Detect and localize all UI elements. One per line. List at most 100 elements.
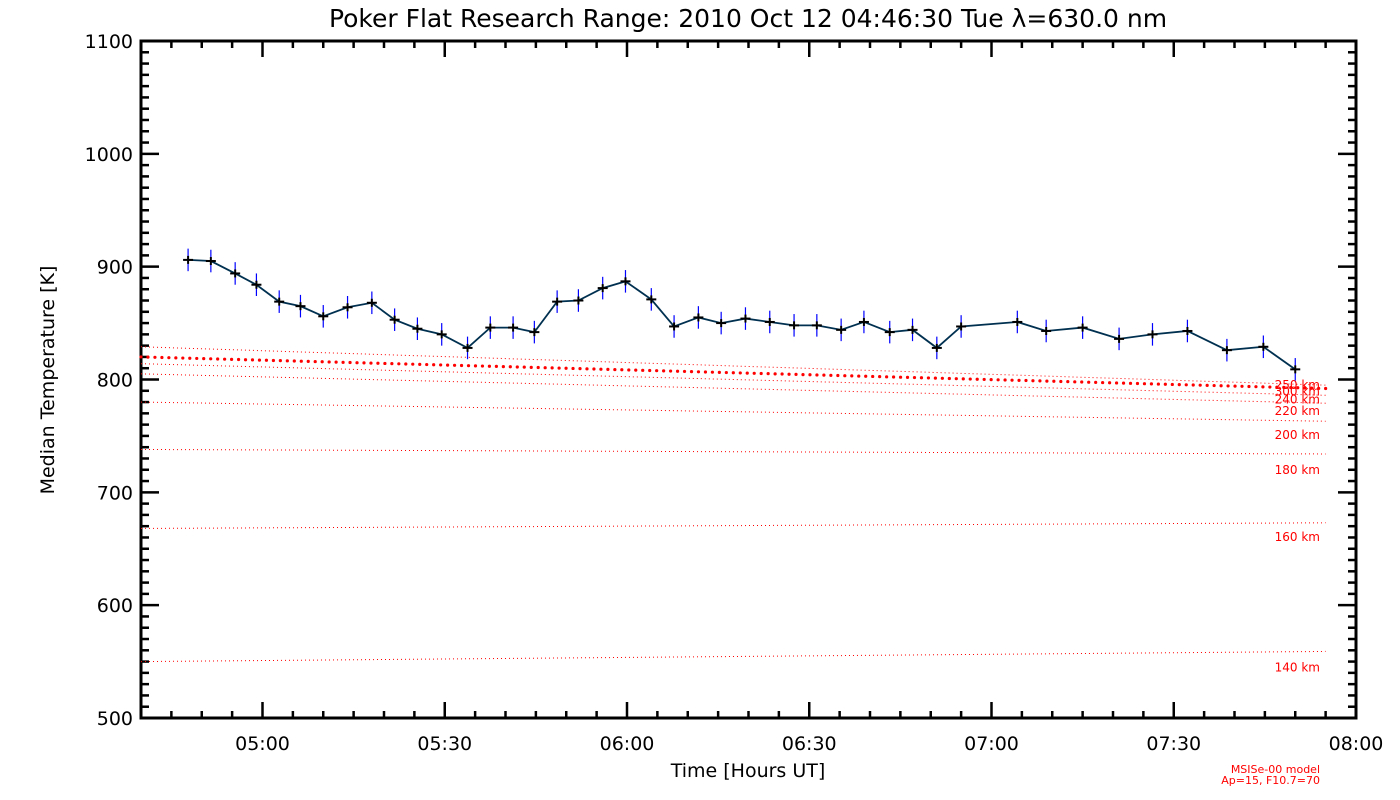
altitude-label: 140 km [1275, 660, 1320, 674]
model-curve-point [1094, 380, 1098, 384]
model-curve-point [452, 363, 457, 367]
model-curve-point [759, 371, 763, 376]
model-curve-point [717, 370, 721, 374]
model-curve-point [257, 358, 262, 362]
model-curve-point [996, 378, 1000, 382]
model-curve-point [822, 373, 826, 377]
model-curve-point [473, 364, 478, 368]
model-curve-point [466, 364, 471, 368]
model-curve-point [501, 364, 505, 369]
model-curve-point [627, 368, 631, 372]
model-curve-point [871, 374, 875, 379]
model-curve-point [703, 370, 708, 374]
model-curve-point [341, 360, 345, 364]
model-curve-point [299, 359, 303, 363]
model-curve-point [195, 356, 199, 361]
y-tick-label: 900 [97, 257, 133, 279]
x-tick-label: 08:00 [1329, 733, 1384, 755]
model-curve-point [376, 361, 380, 365]
model-curve-point [1184, 383, 1188, 387]
model-curve-point [1296, 386, 1300, 390]
model-curve-point [348, 360, 352, 365]
model-curve-point [815, 373, 819, 377]
model-curve-point [662, 369, 666, 373]
model-curve-point [689, 370, 694, 374]
model-curve-point [794, 372, 798, 377]
model-curve-point [850, 374, 854, 378]
x-tick-label: 07:30 [1146, 733, 1201, 755]
model-curve-point [369, 361, 373, 365]
model-curve-point [696, 370, 701, 374]
model-curve [140, 363, 1326, 396]
model-curve-point [878, 375, 882, 379]
model-curve-point [1108, 381, 1112, 385]
plot-area: 05:00 05:30 06:00 06:30 07:00 07:30 08:00 500 60… [85, 31, 1384, 755]
model-curve-point [592, 367, 596, 371]
model-curve-point [1177, 383, 1181, 387]
model-curve-point [1017, 378, 1021, 382]
model-curve-point [724, 370, 728, 375]
model-curve-point [313, 359, 317, 364]
model-curve-point [940, 376, 944, 380]
model-curve-point [362, 361, 366, 365]
model-curve-point [905, 375, 910, 379]
model-curve-point [982, 377, 986, 382]
model-curve-point [543, 366, 547, 370]
model-curve-point [1080, 380, 1084, 384]
model-curve-point [383, 361, 387, 366]
model-curve-point [446, 363, 450, 367]
model-curve-point [1066, 380, 1070, 384]
model-curve-point [1198, 383, 1202, 387]
x-tick-label: 06:00 [600, 733, 655, 755]
model-curve-point [641, 368, 645, 372]
model-curve-point [536, 365, 540, 370]
model-curve-point [174, 356, 178, 360]
model-curve-point [487, 364, 492, 368]
model-curve-point [334, 360, 338, 364]
model-curve-point [1052, 379, 1056, 383]
model-curve-point [829, 373, 833, 377]
model-curve-point [1310, 386, 1314, 390]
x-tick-label: 05:30 [417, 733, 472, 755]
model-curve-point [292, 359, 296, 363]
model-curve-point [954, 377, 958, 381]
model-curve-point [947, 376, 951, 381]
model-curve-point [515, 365, 519, 369]
model-curve-point [1275, 385, 1279, 389]
model-note-line-1: MSISe-00 model [1231, 763, 1320, 776]
model-curve-point [1240, 384, 1244, 388]
model-curve-point [613, 367, 617, 372]
y-tick-label: 800 [97, 370, 133, 392]
model-curve-point [264, 358, 269, 362]
model-curve-point [578, 367, 582, 371]
model-curve-point [397, 362, 401, 366]
model-curve-point [425, 362, 429, 367]
model-curve-point [306, 359, 310, 363]
model-curve-point [648, 368, 652, 373]
model-curve-point [891, 375, 896, 379]
y-axis-label: Median Temperature [K] [37, 266, 59, 495]
model-curve-point [675, 369, 680, 373]
model-curve-point [752, 371, 756, 375]
model-curve-point [243, 358, 248, 362]
model-curve-point [564, 366, 568, 370]
model-curve-point [209, 357, 213, 361]
model-curve-point [1233, 384, 1237, 388]
model-curve-point [390, 362, 394, 366]
model-curve-point [355, 361, 359, 365]
model-curve-point [1226, 384, 1230, 388]
model-curve-point [919, 376, 924, 380]
altitude-label: 250 km [1275, 378, 1320, 392]
x-tick-label: 06:30 [782, 733, 837, 755]
model-curve [140, 448, 1326, 455]
model-curve-point [1087, 380, 1091, 384]
chart-title: Poker Flat Research Range: 2010 Oct 12 0… [329, 4, 1167, 33]
model-curve-point [738, 371, 742, 375]
altitude-label: 240 km [1275, 392, 1320, 406]
y-tick-label: 500 [97, 708, 133, 730]
model-curve-point [571, 366, 575, 371]
model-curve-point [1142, 382, 1147, 386]
model-curve-point [508, 365, 512, 369]
model-curve-point [836, 373, 840, 378]
model-curve-point [404, 362, 408, 366]
